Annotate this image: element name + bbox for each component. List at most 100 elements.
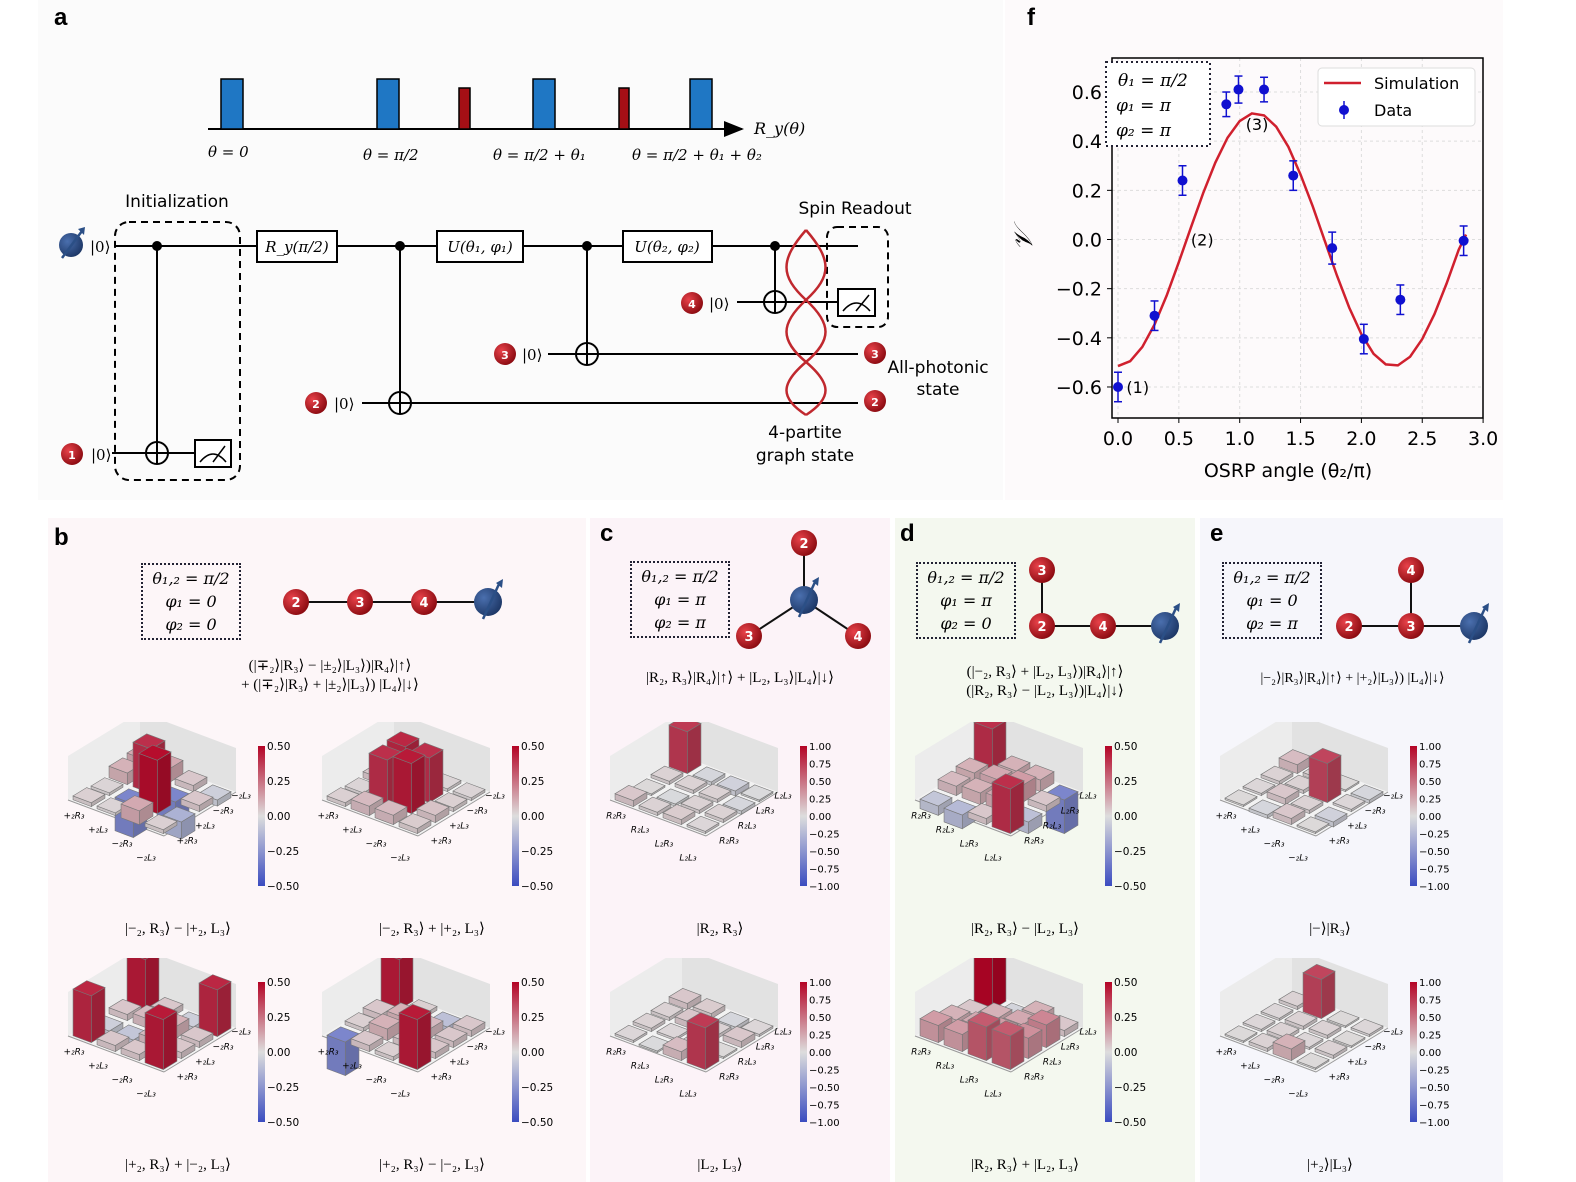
data-point xyxy=(1259,76,1270,103)
param-text: φ₂ = π xyxy=(654,613,706,632)
y-basis-label: +₂L₃ xyxy=(1347,822,1367,832)
colorbar-tick-label: −0.50 xyxy=(521,881,553,893)
density-bar xyxy=(650,765,684,786)
colorbar xyxy=(258,982,265,1122)
density-bar xyxy=(991,1020,1025,1071)
ket-zero: |0⟩ xyxy=(334,395,354,413)
annotation: (2) xyxy=(1191,231,1214,250)
u2-gate-label: U(θ₂, φ₂) xyxy=(634,238,700,256)
colorbar-tick-label: −0.25 xyxy=(1419,830,1450,841)
colorbar-tick-label: 0.50 xyxy=(1114,741,1137,753)
pulse-axis-label: R_y(θ) xyxy=(753,119,805,138)
density-plot-caption: |R₂, R₃⟩ − |L₂, L₃⟩ xyxy=(971,921,1079,937)
params-box-d: θ₁,₂ = π/2 φ₁ = π φ₂ = 0 xyxy=(916,562,1016,639)
y-basis-label: −₂L₃ xyxy=(231,1028,251,1038)
y-basis-label: −₂R₃ xyxy=(1364,807,1385,817)
data-point xyxy=(1458,225,1469,257)
colorbar-tick-label: 0.75 xyxy=(809,996,831,1007)
colorbar xyxy=(1410,746,1417,886)
param-text: φ₂ = 0 xyxy=(165,615,217,634)
data-point xyxy=(1149,300,1160,332)
density-bar xyxy=(72,980,106,1044)
colorbar-tick-label: 1.00 xyxy=(809,978,831,989)
param-text: θ₁ = π/2 xyxy=(1118,71,1188,91)
colorbar-tick-label: 0.00 xyxy=(1114,1047,1137,1059)
x-basis-label: R₂R₃ xyxy=(606,1048,626,1058)
density-plot-caption: |R₂, R₃⟩ + |L₂, L₃⟩ xyxy=(971,1157,1079,1173)
colorbar-tick-label: −1.00 xyxy=(809,1118,840,1129)
y-basis-label: +₂R₃ xyxy=(430,837,451,847)
density-bar xyxy=(198,974,232,1038)
panel-b-background xyxy=(48,518,586,1182)
y-axis-label: 𝒱 xyxy=(1009,221,1039,251)
density-matrix-plot: R₂R₃ R₂R₃ R₂L₃ R₂L₃ L₂R₃ L₂R₃ L₂L₃ L₂L₃ 0.50 0.25… xyxy=(905,938,1165,1152)
density-bar xyxy=(1224,1025,1258,1044)
density-matrix-plot: +₂R₃ +₂R₃ +₂L₃ +₂L₃ −₂R₃ −₂R₃ −₂L₃ −₂L₃ 0.50 0.25… xyxy=(58,944,318,1152)
y-basis-label: −₂L₃ xyxy=(1383,792,1403,802)
density-bar xyxy=(138,744,172,815)
y-tick-label: −0.2 xyxy=(1056,279,1102,301)
y-basis-label: L₂L₃ xyxy=(774,1028,792,1038)
x-basis-label: −₂R₃ xyxy=(111,1076,132,1086)
density-bar xyxy=(1332,1030,1366,1049)
back-wall xyxy=(682,712,778,792)
density-bar xyxy=(108,999,142,1022)
colorbar-tick-label: 0.75 xyxy=(1419,760,1441,771)
pulse-blue-4 xyxy=(689,78,713,130)
density-bar xyxy=(144,814,178,835)
density-matrix-plot: +₂R₃ +₂R₃ +₂L₃ +₂L₃ −₂R₃ −₂R₃ −₂L₃ −₂L₃ 0.50 0.25… xyxy=(58,712,318,916)
x-basis-label: +₂R₃ xyxy=(63,1048,84,1058)
colorbar-tick-label: −0.50 xyxy=(521,1117,553,1129)
pulse-label: θ = 0 xyxy=(208,143,249,161)
x-basis-label: +₂L₃ xyxy=(88,826,108,836)
u2-gate xyxy=(622,230,713,263)
all-photonic-label: state xyxy=(916,380,959,400)
pulse-label: θ = π/2 + θ₁ + θ₂ xyxy=(632,146,762,164)
y-basis-label: −₂R₃ xyxy=(466,807,487,817)
colorbar-tick-label: 0.25 xyxy=(267,776,290,788)
y-tick-label: 0.6 xyxy=(1072,82,1102,104)
data-point xyxy=(1233,75,1244,104)
density-bar xyxy=(326,1026,360,1077)
colorbar-tick-label: 0.50 xyxy=(267,977,290,989)
colorbar xyxy=(258,746,265,886)
y-basis-label: R₂R₃ xyxy=(1024,1073,1044,1083)
density-bar xyxy=(120,795,154,826)
graph-state-label: graph state xyxy=(756,446,854,466)
density-bar xyxy=(416,799,450,824)
y-basis-label: L₂R₃ xyxy=(1061,1043,1080,1053)
colorbar-tick-label: 0.50 xyxy=(1114,977,1137,989)
colorbar-tick-label: 0.00 xyxy=(809,1048,831,1059)
density-bar xyxy=(650,1001,684,1022)
svg-text:1: 1 xyxy=(68,449,76,462)
photon-3-output-icon: 3 xyxy=(864,342,886,364)
density-bar xyxy=(632,1012,666,1033)
density-bar xyxy=(686,815,720,835)
legend: Simulation Data xyxy=(1317,67,1476,127)
density-bar xyxy=(1296,1052,1330,1071)
visibility-chart: 0.0 0.5 1.0 1.5 2.0 2.5 3.0 0.6 0.4 0.2 0.0 −0.2 −0.… xyxy=(1009,57,1498,482)
density-bar xyxy=(674,774,708,795)
x-basis-label: −₂R₃ xyxy=(1263,1076,1284,1086)
colorbar-tick-label: −0.25 xyxy=(809,1066,840,1077)
colorbar xyxy=(1410,982,1417,1122)
ket-zero: |0⟩ xyxy=(91,446,111,464)
back-wall xyxy=(915,712,987,800)
param-text: θ₁,₂ = π/2 xyxy=(1233,568,1311,587)
x-basis-label: +₂L₃ xyxy=(88,1062,108,1072)
spin-qubit-icon xyxy=(59,227,85,259)
x-basis-label: −₂R₃ xyxy=(365,1076,386,1086)
x-basis-label: R₂R₃ xyxy=(606,812,626,822)
back-wall xyxy=(68,712,140,800)
density-bar xyxy=(96,1030,130,1053)
density-bar xyxy=(686,1012,720,1071)
param-text: θ₁,₂ = π/2 xyxy=(641,567,719,586)
density-bar xyxy=(704,803,738,824)
panel-label-e: e xyxy=(1210,520,1224,547)
density-bar xyxy=(1314,1039,1348,1060)
y-basis-label: −₂L₃ xyxy=(1383,1028,1403,1038)
y-basis-label: L₂L₃ xyxy=(1079,1028,1097,1038)
colorbar-tick-label: 0.50 xyxy=(809,1013,831,1024)
x-basis-label: +₂L₃ xyxy=(342,826,362,836)
